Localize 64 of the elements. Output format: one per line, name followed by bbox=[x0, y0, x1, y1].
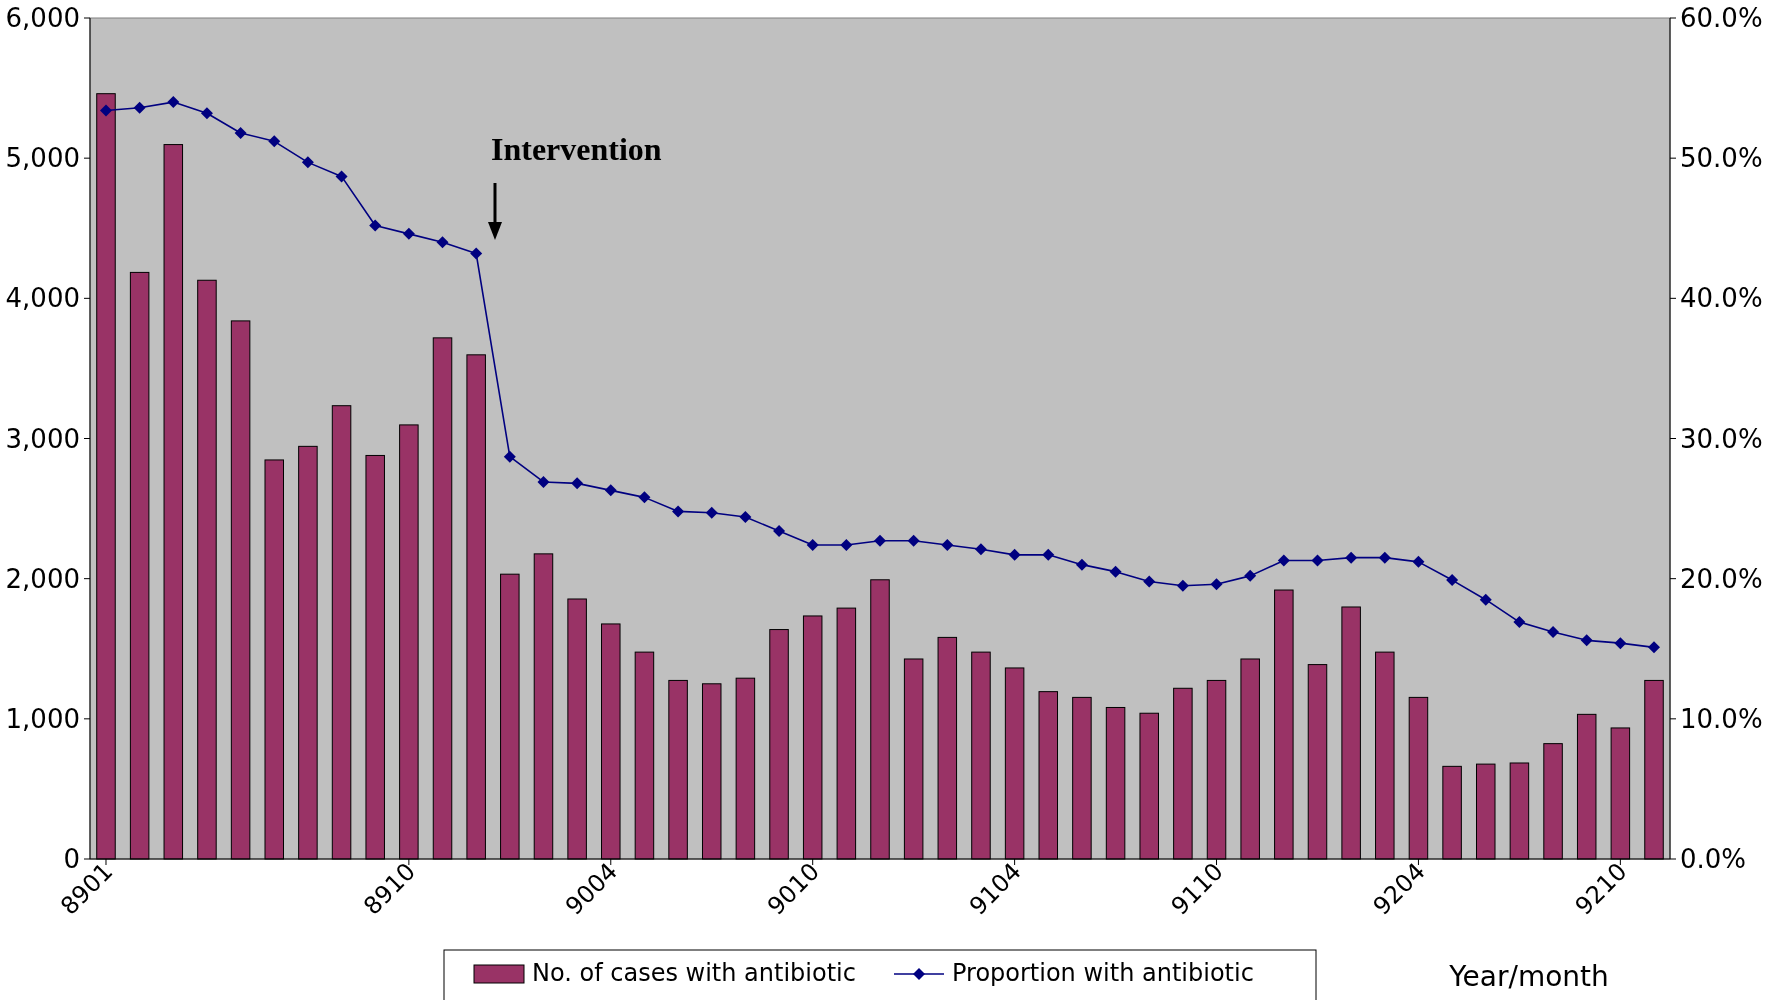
point bbox=[1345, 551, 1358, 564]
y2-tick-label: 50.0% bbox=[1680, 143, 1763, 174]
point bbox=[1244, 569, 1257, 582]
point bbox=[571, 477, 584, 490]
y-tick-label: 3,000 bbox=[5, 423, 80, 454]
point bbox=[402, 227, 415, 240]
point bbox=[99, 104, 112, 117]
point bbox=[1412, 555, 1425, 568]
point bbox=[1210, 578, 1223, 591]
point bbox=[1143, 575, 1156, 588]
annotation: Intervention bbox=[490, 131, 662, 167]
x-axis-title: Year/month bbox=[1448, 960, 1609, 993]
point bbox=[369, 219, 382, 232]
point bbox=[672, 505, 685, 518]
point bbox=[1513, 616, 1526, 629]
y-tick-label: 5,000 bbox=[5, 143, 80, 174]
point bbox=[874, 534, 886, 547]
y2-tick-label: 30.0% bbox=[1680, 423, 1763, 454]
point bbox=[537, 475, 550, 488]
point bbox=[1008, 548, 1021, 561]
y2-tick-label: 60.0% bbox=[1680, 3, 1763, 34]
point bbox=[1176, 579, 1189, 592]
point bbox=[1277, 554, 1290, 567]
point bbox=[1311, 554, 1324, 567]
point bbox=[200, 107, 213, 120]
point bbox=[301, 156, 314, 169]
point bbox=[773, 525, 786, 538]
point bbox=[1042, 548, 1055, 561]
point bbox=[806, 539, 819, 552]
point bbox=[1547, 625, 1560, 638]
y-tick-label: 6,000 bbox=[5, 3, 80, 34]
point bbox=[705, 506, 718, 519]
y2-tick-label: 40.0% bbox=[1680, 283, 1763, 314]
y-tick-label: 1,000 bbox=[5, 703, 80, 734]
legend-label: Proportion with antibiotic bbox=[952, 959, 1254, 987]
point bbox=[739, 510, 752, 523]
y2-tick-label: 10.0% bbox=[1680, 703, 1763, 734]
point bbox=[1580, 634, 1593, 647]
point bbox=[1109, 565, 1122, 578]
point bbox=[436, 236, 449, 249]
point bbox=[1075, 558, 1088, 571]
point bbox=[268, 135, 281, 148]
y-tick-label: 2,000 bbox=[5, 563, 80, 594]
point bbox=[1614, 637, 1627, 650]
legend-label: No. of cases with antibiotic bbox=[532, 959, 856, 987]
point bbox=[234, 126, 247, 139]
point bbox=[974, 543, 987, 556]
point bbox=[1446, 574, 1459, 587]
y-tick-label: 4,000 bbox=[5, 283, 80, 314]
y2-tick-label: 0.0% bbox=[1680, 844, 1747, 875]
point bbox=[335, 170, 348, 183]
point bbox=[1648, 641, 1661, 654]
point bbox=[470, 247, 483, 260]
y2-tick-label: 20.0% bbox=[1680, 563, 1763, 594]
point bbox=[638, 491, 651, 504]
point bbox=[133, 101, 146, 114]
point bbox=[840, 539, 853, 552]
point bbox=[604, 484, 617, 497]
point bbox=[1378, 551, 1391, 564]
point bbox=[1479, 593, 1492, 606]
point bbox=[907, 534, 920, 547]
point bbox=[167, 96, 180, 109]
point bbox=[503, 450, 516, 463]
point bbox=[941, 539, 954, 552]
